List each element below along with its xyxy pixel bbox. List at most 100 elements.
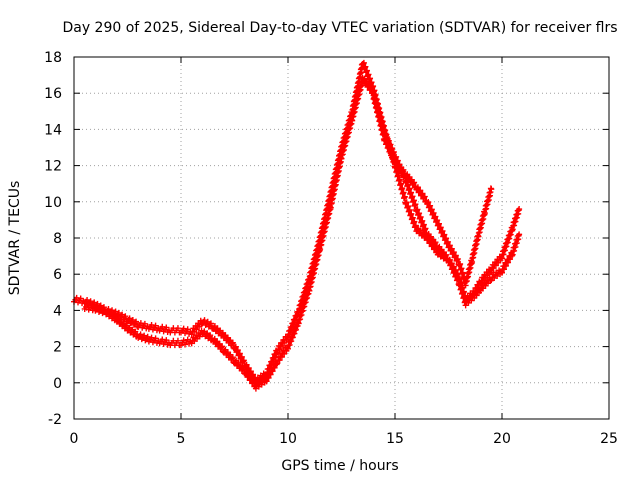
- data-point: [421, 193, 428, 200]
- data-point: [362, 79, 369, 86]
- data-point: [174, 325, 181, 332]
- data-point: [174, 337, 181, 344]
- data-point: [110, 312, 117, 319]
- data-point: [242, 369, 249, 376]
- data-point: [448, 260, 455, 267]
- series-track-3: [370, 94, 495, 289]
- data-point: [129, 316, 136, 323]
- data-point: [414, 206, 421, 213]
- data-point: [201, 317, 208, 324]
- y-tick-label: 6: [53, 267, 62, 283]
- data-point: [450, 264, 457, 271]
- y-tick-label: 18: [44, 50, 62, 66]
- data-point: [362, 63, 369, 70]
- data-point: [245, 364, 252, 371]
- data-point: [371, 94, 378, 101]
- data-point: [379, 125, 386, 132]
- series-track-2: [81, 75, 523, 392]
- grid-lines: [74, 57, 609, 419]
- data-point: [367, 86, 374, 93]
- data-point: [414, 184, 421, 191]
- data-point: [250, 378, 257, 385]
- data-point: [112, 308, 119, 315]
- data-point: [406, 206, 413, 213]
- data-point: [248, 375, 255, 382]
- data-point: [419, 190, 426, 197]
- data-point: [361, 75, 368, 82]
- data-point: [389, 150, 396, 157]
- data-point: [365, 82, 372, 89]
- data-point: [416, 210, 423, 217]
- data-point: [246, 371, 253, 378]
- data-point: [425, 199, 432, 206]
- data-point: [243, 368, 250, 375]
- data-point: [432, 213, 439, 220]
- data-point: [430, 209, 437, 216]
- data-point: [101, 306, 108, 313]
- data-point: [249, 379, 256, 386]
- data-point: [453, 271, 460, 278]
- data-point: [373, 103, 380, 110]
- data-point: [119, 311, 126, 318]
- data-point: [382, 135, 389, 142]
- data-point: [422, 225, 429, 232]
- data-point: [451, 268, 458, 275]
- data-point: [229, 339, 236, 346]
- data-point: [396, 176, 403, 183]
- data-point: [126, 315, 133, 322]
- data-point: [366, 81, 373, 88]
- data-point: [405, 203, 412, 210]
- data-point: [385, 143, 392, 150]
- data-point: [281, 340, 288, 347]
- data-point: [229, 354, 236, 361]
- data-point: [455, 275, 462, 282]
- data-point: [238, 353, 245, 360]
- data-point: [410, 197, 417, 204]
- data-point: [414, 185, 421, 192]
- chart-title: Day 290 of 2025, Sidereal Day-to-day VTE…: [62, 20, 617, 36]
- data-point: [247, 376, 254, 383]
- data-point: [411, 218, 418, 225]
- data-point: [234, 347, 241, 354]
- data-point: [487, 277, 494, 284]
- y-tick-label: 0: [53, 376, 62, 392]
- data-point: [432, 239, 439, 246]
- x-tick-label: 25: [600, 431, 618, 447]
- data-point: [457, 261, 464, 268]
- data-point: [401, 193, 408, 200]
- data-point: [441, 231, 448, 238]
- data-point: [236, 350, 243, 357]
- data-point: [421, 194, 428, 201]
- data-point: [409, 193, 416, 200]
- data-point: [446, 242, 453, 249]
- data-point: [390, 154, 397, 161]
- data-point: [412, 201, 419, 208]
- data-point: [207, 320, 214, 327]
- y-axis-label: SDTVAR / TECUs: [7, 181, 23, 296]
- data-point: [458, 265, 465, 272]
- data-point: [488, 186, 495, 193]
- data-point: [403, 199, 410, 206]
- data-point: [459, 269, 466, 276]
- y-tick-label: 14: [44, 122, 62, 138]
- data-point: [419, 217, 426, 224]
- y-tick-label: 16: [44, 86, 62, 102]
- data-point: [276, 357, 283, 364]
- data-point: [450, 249, 457, 256]
- y-tick-label: 8: [53, 231, 62, 247]
- data-point: [416, 188, 423, 195]
- data-point: [417, 187, 424, 194]
- data-point: [454, 255, 461, 262]
- data-point: [377, 116, 384, 123]
- data-point: [408, 189, 415, 196]
- x-tick-label: 10: [279, 431, 297, 447]
- data-point: [400, 166, 407, 173]
- data-point: [363, 78, 370, 85]
- y-tick-label: 12: [44, 159, 62, 175]
- data-point: [427, 202, 434, 209]
- data-point: [406, 185, 413, 192]
- data-point: [399, 185, 406, 192]
- data-point: [276, 346, 283, 353]
- data-marks: [71, 59, 523, 392]
- data-point: [278, 343, 285, 350]
